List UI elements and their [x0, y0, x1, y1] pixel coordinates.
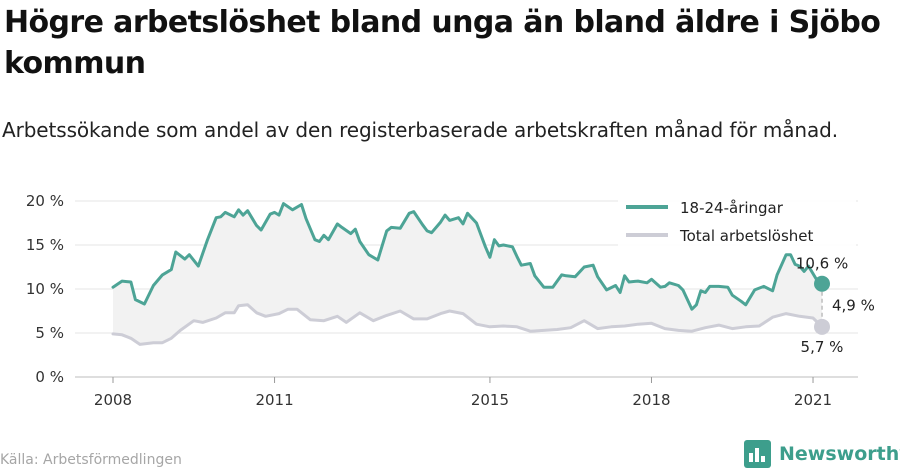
brand-logo[interactable]: Newsworthy [744, 440, 900, 468]
y-tick-label: 5 % [35, 324, 64, 342]
source-note: Källa: Arbetsförmedlingen [0, 452, 182, 468]
total-end-label: 5,7 % [801, 338, 844, 356]
x-tick-label: 2008 [94, 391, 132, 409]
chart-title: Högre arbetslöshet bland unga än bland ä… [4, 5, 881, 81]
y-tick-label: 0 % [35, 368, 64, 386]
y-tick-label: 20 % [26, 192, 64, 210]
legend-label-youth: 18-24-åringar [680, 199, 784, 217]
x-tick-label: 2015 [471, 391, 509, 409]
line-chart: 10,6 % 5,7 % 4,9 % 0 % 5 % 10 % 15 % 20 % 200… [26, 192, 875, 409]
youth-series-line [111, 202, 824, 311]
x-tick-label: 2011 [255, 391, 293, 409]
brand-name: Newsworthy [779, 443, 900, 465]
total-series-line [111, 303, 824, 346]
total-end-point [814, 318, 830, 335]
chart-subtitle: Arbetssökande som andel av den registerb… [2, 118, 838, 142]
legend-background [618, 194, 856, 248]
y-tick-label: 15 % [26, 236, 64, 254]
x-tick-label: 2018 [632, 391, 670, 409]
legend: 18-24-åringar Total arbetslöshet [618, 194, 856, 248]
axes: 0 % 5 % 10 % 15 % 20 % 2008 2011 2015 2018 2021 [26, 192, 832, 409]
x-tick-label: 2021 [794, 391, 832, 409]
youth-end-label: 10,6 % [796, 255, 848, 273]
youth-end-point [814, 275, 830, 292]
legend-label-total: Total arbetslöshet [679, 227, 814, 245]
newsworthy-logo-icon [744, 440, 771, 468]
gap-label: 4,9 % [832, 296, 875, 314]
y-tick-label: 10 % [26, 280, 64, 298]
